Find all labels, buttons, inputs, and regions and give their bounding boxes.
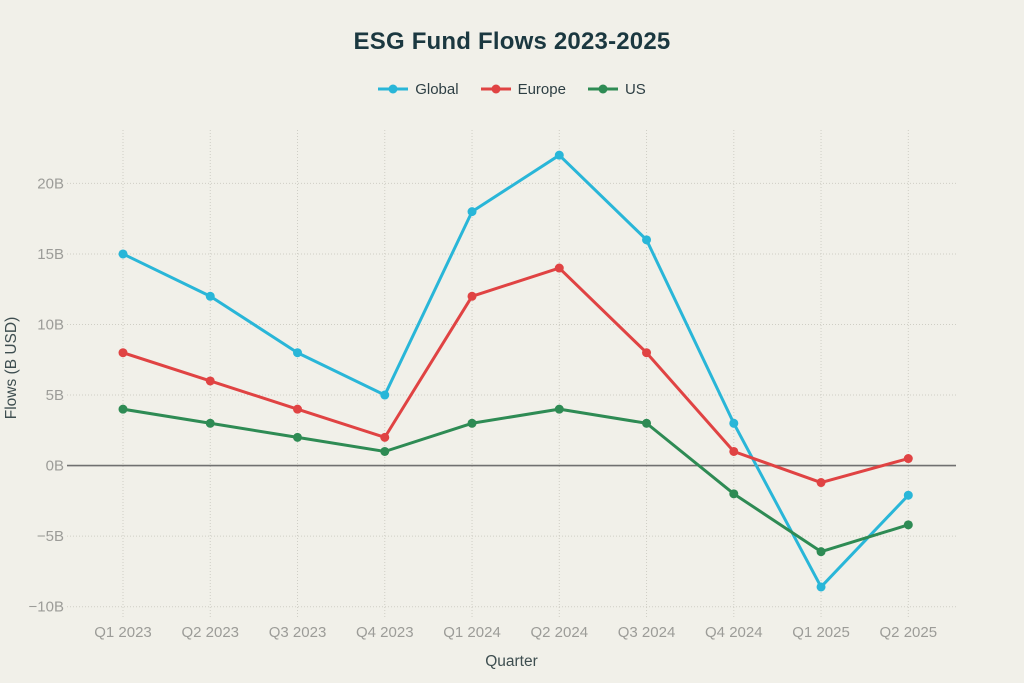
y-tick-label: −10B xyxy=(29,599,64,616)
x-tick-label: Q1 2024 xyxy=(443,624,501,641)
line-us xyxy=(121,407,910,554)
x-tick-label: Q2 2025 xyxy=(880,624,938,641)
data-point-europe-0[interactable] xyxy=(118,348,128,358)
data-point-us-6[interactable] xyxy=(642,418,652,428)
series-global xyxy=(118,150,913,592)
data-point-us-5[interactable] xyxy=(554,404,564,414)
data-point-global-9[interactable] xyxy=(903,490,913,500)
data-point-global-5[interactable] xyxy=(554,150,564,160)
x-tick-label: Q3 2023 xyxy=(269,624,327,641)
legend-label: Global xyxy=(415,80,459,98)
y-tick-label: 5B xyxy=(46,387,64,404)
data-point-us-2[interactable] xyxy=(293,432,303,442)
line-europe xyxy=(121,266,910,485)
data-point-us-4[interactable] xyxy=(467,418,477,428)
legend-item-global[interactable]: Global xyxy=(378,80,459,98)
data-point-europe-6[interactable] xyxy=(642,348,652,358)
data-point-europe-4[interactable] xyxy=(467,291,477,301)
y-tick-label: 15B xyxy=(37,246,64,263)
data-point-europe-2[interactable] xyxy=(293,404,303,414)
y-tick-label: 20B xyxy=(37,175,64,192)
legend-label: US xyxy=(624,80,646,98)
legend-marker-icon xyxy=(378,84,409,94)
data-point-europe-1[interactable] xyxy=(205,376,215,386)
legend-label: Europe xyxy=(517,80,566,98)
x-tick-label: Q4 2024 xyxy=(705,624,763,641)
data-point-global-7[interactable] xyxy=(729,418,739,428)
data-point-us-7[interactable] xyxy=(729,489,739,499)
data-point-global-6[interactable] xyxy=(642,235,652,245)
x-tick-label: Q3 2024 xyxy=(618,624,676,641)
x-tick-label: Q2 2023 xyxy=(181,624,239,641)
x-tick-label: Q2 2024 xyxy=(531,624,589,641)
x-tick-label: Q4 2023 xyxy=(356,624,414,641)
data-point-global-1[interactable] xyxy=(205,291,215,301)
data-point-europe-9[interactable] xyxy=(903,454,913,464)
data-point-global-4[interactable] xyxy=(467,207,477,217)
x-gridlines xyxy=(122,130,909,617)
y-axis-title: Flows (B USD) xyxy=(3,317,20,419)
data-point-global-8[interactable] xyxy=(816,582,826,592)
chart-legend: Global Europe US xyxy=(0,78,1024,100)
data-point-global-3[interactable] xyxy=(380,390,390,400)
data-point-global-2[interactable] xyxy=(293,348,303,358)
y-tick-label: −5B xyxy=(37,528,64,545)
legend-marker-icon xyxy=(587,84,618,94)
x-axis-title: Quarter xyxy=(485,653,538,670)
data-point-global-0[interactable] xyxy=(118,249,128,259)
data-point-us-8[interactable] xyxy=(816,547,826,557)
legend-item-europe[interactable]: Europe xyxy=(480,80,566,98)
data-point-us-3[interactable] xyxy=(380,446,390,456)
data-point-us-9[interactable] xyxy=(903,520,913,530)
series-us xyxy=(118,404,913,557)
series-europe xyxy=(118,263,913,488)
chart-title: ESG Fund Flows 2023-2025 xyxy=(353,28,671,55)
line-global xyxy=(121,153,910,589)
data-point-europe-7[interactable] xyxy=(729,446,739,456)
x-tick-label: Q1 2025 xyxy=(792,624,850,641)
data-point-us-1[interactable] xyxy=(205,418,215,428)
legend-marker-icon xyxy=(480,84,511,94)
x-tick-label: Q1 2023 xyxy=(94,624,152,641)
y-axis-tick-labels: 20B 15B 10B 5B 0B −5B −10B xyxy=(29,175,64,615)
y-tick-label: 0B xyxy=(46,458,64,475)
data-point-us-0[interactable] xyxy=(118,404,128,414)
data-point-europe-3[interactable] xyxy=(380,432,390,442)
data-point-europe-5[interactable] xyxy=(554,263,564,273)
x-axis-tick-labels: Q1 2023 Q2 2023 Q3 2023 Q4 2023 Q1 2024 Q2 20… xyxy=(94,624,937,641)
y-gridlines xyxy=(67,182,956,608)
legend-item-us[interactable]: US xyxy=(587,80,646,98)
y-tick-label: 10B xyxy=(37,317,64,334)
data-point-europe-8[interactable] xyxy=(816,478,826,488)
